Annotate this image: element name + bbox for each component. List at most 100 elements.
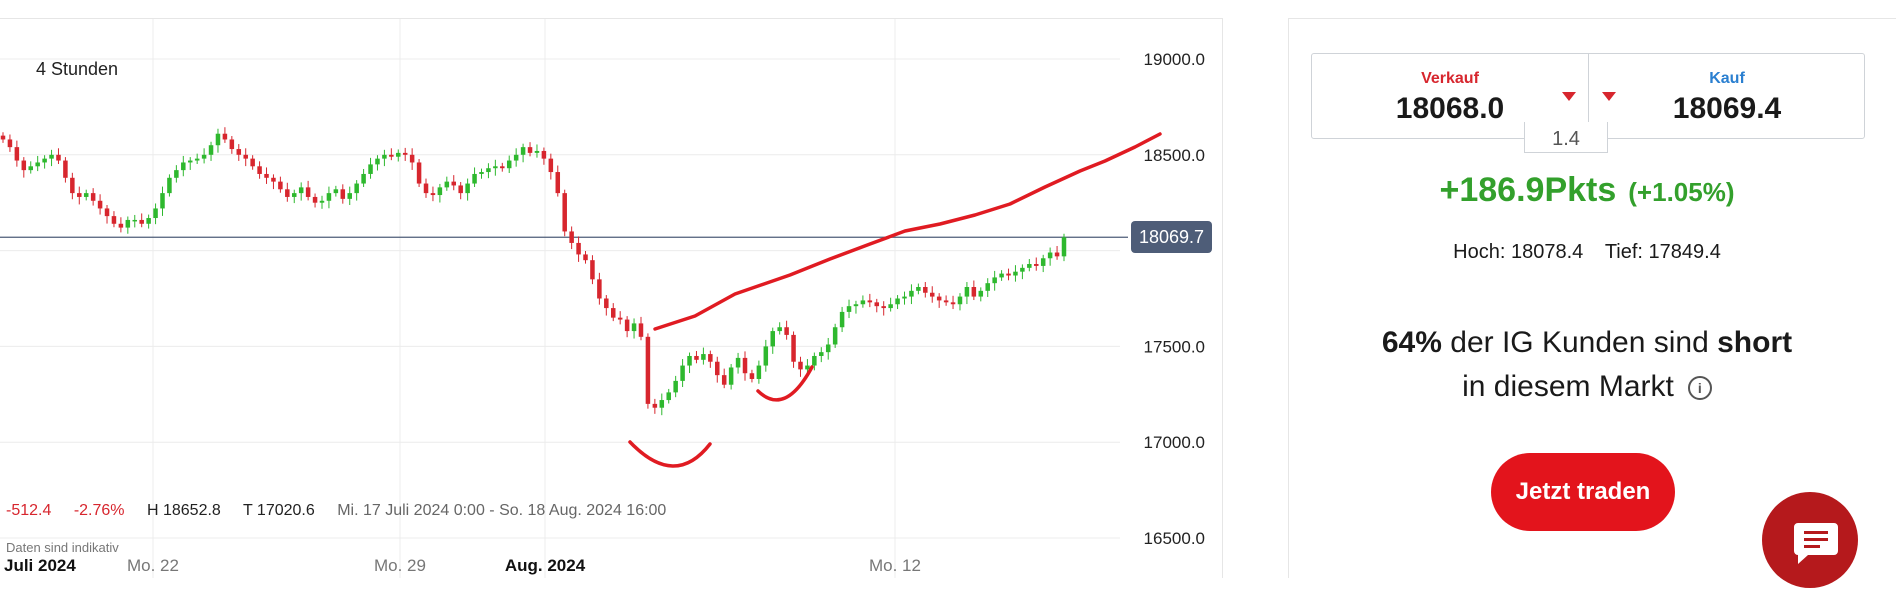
candle-body: [430, 193, 436, 196]
candle-body: [472, 173, 477, 184]
candle-body: [513, 154, 519, 161]
candle-body: [486, 168, 491, 173]
candle-body: [798, 361, 803, 370]
sell-price-button[interactable]: Verkauf 18068.0: [1312, 54, 1588, 138]
candle-body: [7, 139, 13, 148]
candle-body: [35, 162, 40, 167]
candle-body: [590, 260, 595, 280]
candle-body: [222, 133, 228, 140]
candle-body: [56, 154, 61, 161]
candle-body: [610, 308, 616, 318]
candle-body: [416, 162, 422, 184]
candle-body: [541, 150, 547, 159]
candle-body: [617, 317, 623, 320]
annotation-trend-line: [653, 132, 1162, 331]
candle-body: [721, 375, 727, 385]
candle-body: [1013, 271, 1018, 276]
buy-price-button[interactable]: Kauf 18069.4: [1589, 54, 1865, 138]
candle-body: [548, 158, 554, 173]
candle-body: [160, 193, 165, 209]
chat-button[interactable]: [1762, 492, 1858, 588]
candle-body: [70, 177, 75, 194]
candle-body: [437, 187, 443, 196]
candle-body: [278, 181, 283, 190]
price-chart[interactable]: 19000.0 18500.0 17500.0 17000.0 16500.0 Juli …: [0, 19, 1222, 578]
candle-body: [832, 327, 838, 345]
y-tick-label: 19000.0: [1144, 50, 1205, 69]
trade-now-button[interactable]: Jetzt traden: [1491, 453, 1675, 531]
candle-body: [1061, 237, 1067, 257]
candle-body: [1047, 252, 1053, 259]
candle-body: [28, 166, 33, 171]
candle-body: [402, 152, 408, 155]
candle-body: [957, 296, 963, 305]
candle-body: [791, 334, 796, 362]
candle-body: [354, 183, 359, 194]
candle-body: [888, 304, 893, 309]
candle-body: [500, 166, 505, 169]
candle-body: [146, 218, 151, 224]
candle-body: [950, 302, 956, 305]
sentiment-direction: short: [1717, 326, 1793, 359]
sell-price: 18068.0: [1395, 92, 1505, 125]
candle-body: [97, 200, 103, 209]
candle-body: [153, 208, 158, 219]
date-range: Mi. 17 Juli 2024 0:00 - So. 18 Aug. 2024…: [337, 502, 667, 519]
candle-body: [971, 287, 977, 297]
candle-body: [923, 287, 928, 293]
candle-body: [396, 152, 401, 157]
chart-panel[interactable]: 19000.0 18500.0 17500.0 17000.0 16500.0 Juli …: [0, 18, 1223, 578]
info-icon[interactable]: i: [1687, 376, 1712, 401]
candle-body: [319, 200, 325, 203]
candle-body: [506, 160, 512, 169]
candle-body: [638, 323, 644, 337]
daily-low: Tief: 17849.4: [1604, 241, 1721, 263]
candle-body: [1040, 258, 1046, 266]
candle-body: [333, 189, 339, 194]
y-tick-label: 17500.0: [1144, 337, 1205, 356]
timeframe-label[interactable]: 4 Stunden: [36, 59, 119, 79]
candle-body: [264, 173, 269, 178]
candle-body: [1054, 252, 1060, 257]
candle-body: [271, 177, 276, 182]
candle-body: [770, 331, 775, 347]
sell-label: Verkauf: [1421, 70, 1479, 87]
candle-body: [680, 365, 685, 381]
candle-body: [49, 154, 54, 159]
candle-body: [236, 149, 242, 155]
candle-body: [347, 193, 352, 199]
candle-body: [735, 357, 741, 368]
candle-body: [881, 306, 886, 309]
y-tick-label: 18500.0: [1144, 146, 1205, 165]
candle-body: [715, 361, 720, 376]
candle-body: [527, 147, 533, 153]
spread-value: 1.4: [1524, 122, 1608, 153]
candle-body: [181, 162, 186, 171]
candle-body: [83, 193, 89, 197]
candle-body: [465, 183, 470, 194]
candle-body: [444, 181, 450, 188]
x-tick-label: Aug. 2024: [505, 556, 586, 575]
candle-body: [285, 189, 290, 197]
candle-body: [943, 300, 949, 303]
candle-body: [645, 336, 651, 404]
candle-body: [1006, 273, 1011, 276]
candle-body: [520, 147, 526, 155]
candle-body: [493, 166, 498, 169]
candle-body: [999, 273, 1004, 278]
candle-body: [194, 158, 200, 161]
chat-bubble-icon: [1794, 523, 1838, 564]
candle-body: [340, 189, 346, 199]
candle-body: [784, 327, 789, 335]
candle-body: [583, 254, 588, 261]
candle-body: [819, 352, 824, 356]
sentiment-percent: 64%: [1381, 326, 1442, 359]
candle-body: [201, 154, 207, 159]
x-tick-label: Mo. 22: [127, 556, 179, 575]
candle-body: [326, 193, 332, 201]
buy-price: 18069.4: [1672, 92, 1782, 125]
candle-body: [902, 296, 907, 299]
daily-change: +186.9Pkts (+1.05%): [1289, 171, 1885, 210]
candle-body: [243, 154, 248, 159]
daily-high-low: Hoch: 18078.4 Tief: 17849.4: [1289, 241, 1885, 264]
